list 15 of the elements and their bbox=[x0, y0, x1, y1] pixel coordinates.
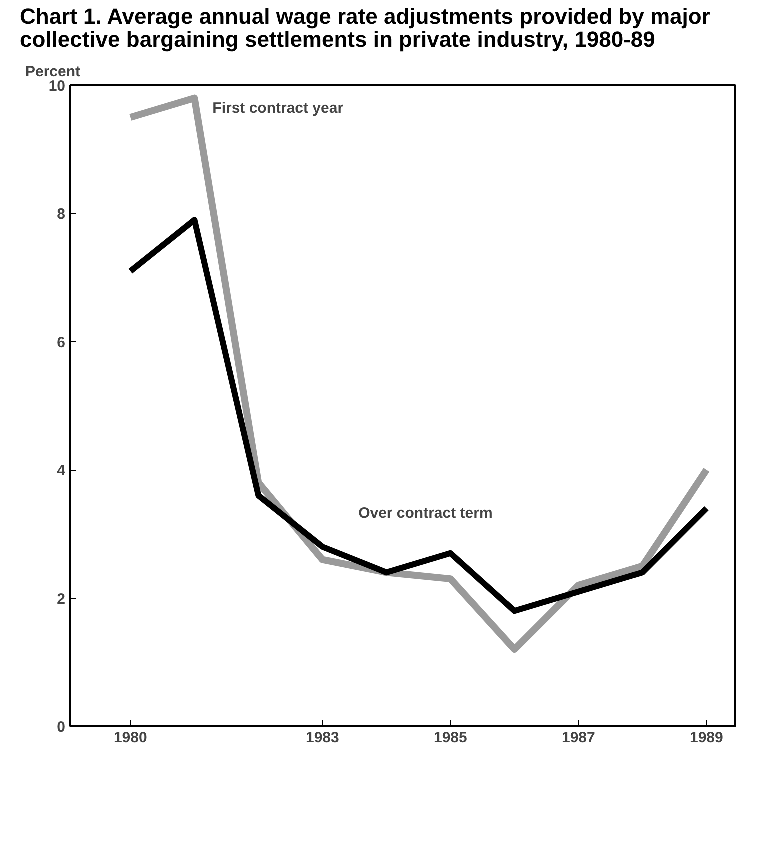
x-tick-label: 1980 bbox=[114, 730, 148, 747]
x-tick-label: 1985 bbox=[434, 730, 468, 747]
y-tick-label: 2 bbox=[57, 590, 66, 608]
chart-title: Chart 1. Average annual wage rate adjustments provided by major collective bargaining settlements in private industry, 1980-89 bbox=[20, 4, 712, 52]
series-label: First contract year bbox=[212, 100, 344, 118]
y-tick-label: 4 bbox=[57, 462, 66, 480]
x-tick-label: 1989 bbox=[690, 730, 724, 747]
x-tick-label: 1983 bbox=[306, 730, 340, 747]
y-tick-label: 0 bbox=[57, 719, 66, 736]
y-tick-label: 6 bbox=[57, 334, 66, 352]
y-tick-label: 8 bbox=[57, 206, 66, 224]
y-axis-title: Percent bbox=[26, 64, 81, 81]
x-tick-label: 1987 bbox=[562, 730, 596, 747]
text: Over contract term bbox=[358, 505, 493, 522]
y-tick-label: 10 bbox=[48, 78, 66, 96]
